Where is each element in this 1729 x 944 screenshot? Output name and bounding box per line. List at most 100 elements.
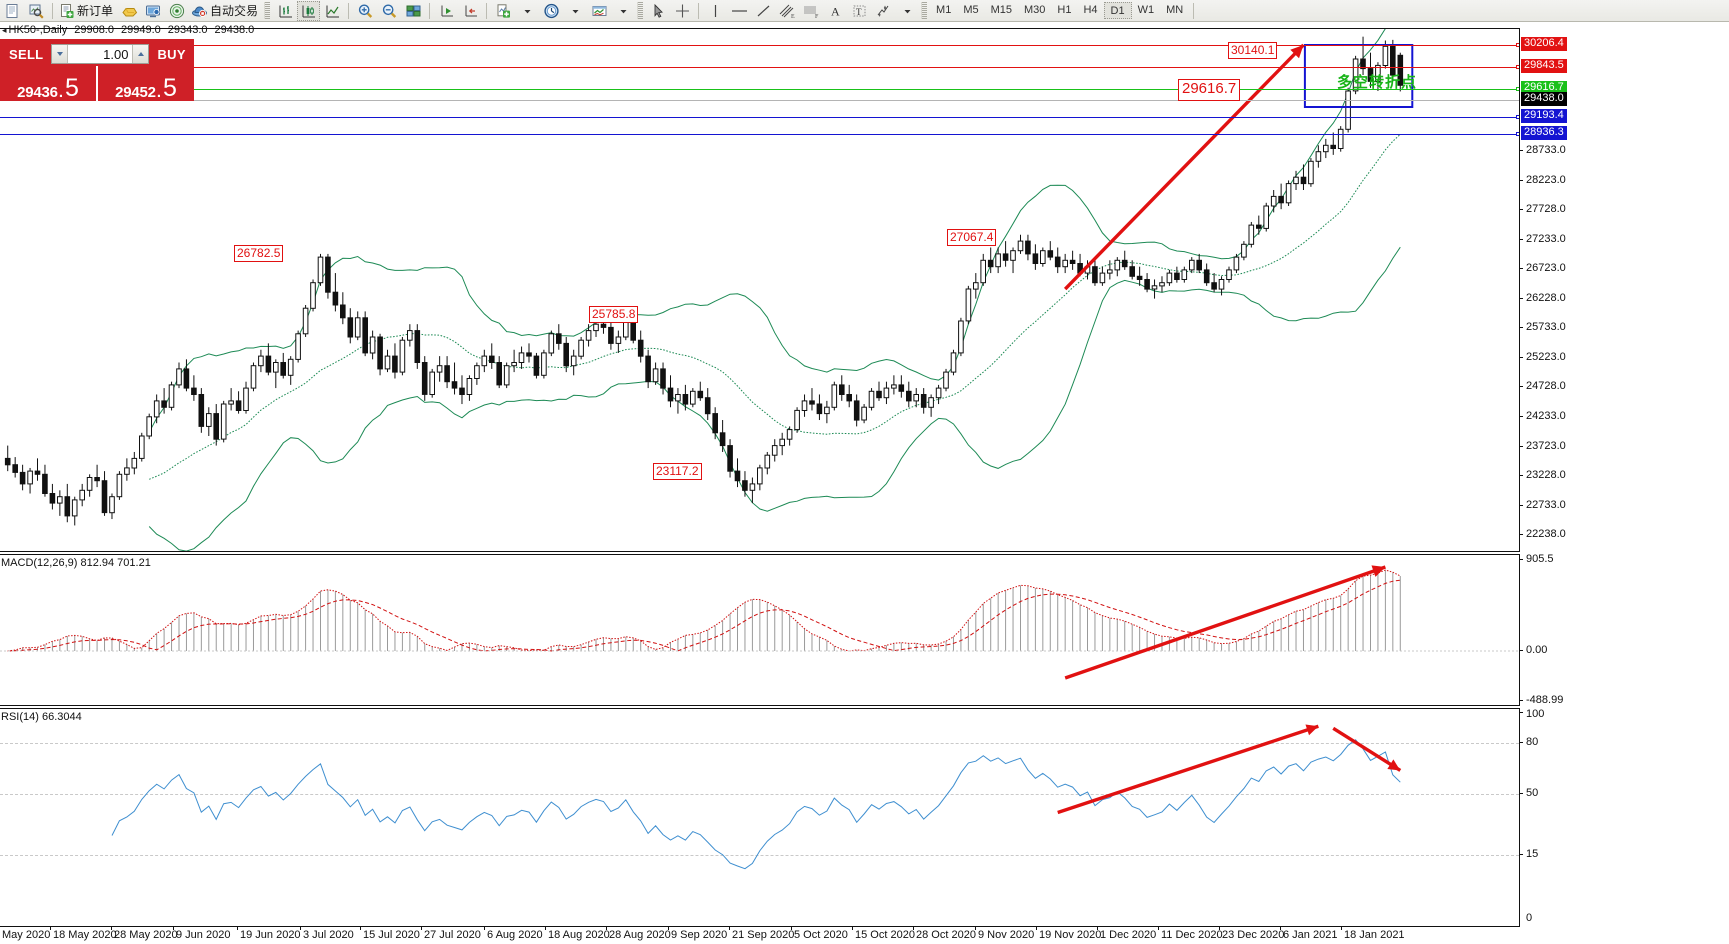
time-axis-label: 18 May 2020 [53, 929, 117, 941]
time-axis-label: 11 Dec 2020 [1161, 929, 1223, 941]
tab-timeframe-h4[interactable]: H4 [1083, 4, 1098, 16]
price-axis-label: 26723.0 [1526, 262, 1566, 275]
callout-25785[interactable]: 25785.8 [589, 306, 639, 323]
tab-timeframe-m1[interactable]: M1 [936, 4, 952, 16]
crosshair-icon[interactable] [670, 1, 694, 21]
callout-27067[interactable]: 27067.4 [947, 229, 997, 246]
shapes-dropdown-arrow[interactable] [895, 1, 919, 21]
macd-pane[interactable]: MACD(12,26,9) 812.94 701.21 [0, 554, 1519, 706]
tab-timeframe-mn[interactable]: MN [1166, 4, 1184, 16]
rsi-gridline-15 [0, 855, 1519, 856]
auto-scroll-icon[interactable] [434, 1, 458, 21]
time-axis-label: 3 Jul 2020 [303, 929, 354, 941]
indicators-dropdown-arrow[interactable] [515, 1, 539, 21]
callout-23117[interactable]: 23117.2 [653, 463, 702, 480]
svg-text:E: E [791, 14, 795, 19]
tab-timeframe-d1[interactable]: D1 [1103, 2, 1132, 19]
time-tick [360, 926, 361, 930]
trendline-icon[interactable] [751, 1, 775, 21]
support-line-29193[interactable] [0, 115, 1520, 119]
macd-tick [1519, 559, 1523, 560]
callout-26782[interactable]: 26782.5 [234, 245, 284, 262]
time-axis-label: 18 Aug 2020 [548, 929, 610, 941]
rsi-pane-canvas[interactable] [0, 709, 1519, 926]
buy-button[interactable]: BUY [157, 46, 186, 62]
gold-bar-icon[interactable] [117, 1, 141, 21]
tab-timeframe-m5[interactable]: M5 [963, 4, 979, 16]
macd-pane-canvas[interactable] [0, 555, 1519, 705]
price-tag-28936[interactable]: 28936.3 [1521, 126, 1567, 140]
volume-decrease-icon[interactable] [52, 45, 69, 63]
time-axis[interactable]: May 2020 18 May 2020 28 May 2020 9 Jun 2020… [0, 926, 1519, 944]
resistance-line-30206[interactable] [0, 43, 1520, 47]
price-tag-29193[interactable]: 29193.4 [1521, 109, 1567, 123]
resistance-line-29843[interactable] [0, 65, 1520, 69]
support-line-29616[interactable] [0, 87, 1520, 91]
blue-monitor-icon[interactable] [141, 1, 165, 21]
volume-increase-icon[interactable] [132, 45, 149, 63]
letter-a-text-icon[interactable]: A [823, 1, 847, 21]
vertical-line-icon[interactable] [703, 1, 727, 21]
periods-clock-icon[interactable] [539, 1, 563, 21]
cursor-arrow-icon[interactable] [646, 1, 670, 21]
tab-timeframe-m15[interactable]: M15 [990, 4, 1012, 16]
turning-point-annotation[interactable]: 多空转折点 [1337, 74, 1418, 91]
rsi-axis[interactable]: 100 80 50 15 0 [1519, 708, 1728, 927]
tab-timeframe-h1[interactable]: H1 [1057, 4, 1072, 16]
fibonacci-icon[interactable]: F [799, 1, 823, 21]
new-chart-icon[interactable] [0, 1, 24, 21]
new-order-button[interactable]: 新订单 [57, 1, 117, 21]
volume-stepper[interactable]: 1.00 [51, 44, 150, 64]
macd-axis[interactable]: 905.5 0.00 -488.99 [1519, 553, 1728, 706]
sell-price-quote[interactable]: 29436 . 5 [0, 66, 96, 101]
periods-dropdown-arrow[interactable] [563, 1, 587, 21]
price-axis-label: 27728.0 [1526, 203, 1566, 216]
tile-windows-icon[interactable] [401, 1, 425, 21]
line-chart-icon[interactable] [320, 1, 344, 21]
toolbar-grip-2[interactable] [637, 2, 644, 19]
callout-29616[interactable]: 29616.7 [1178, 79, 1241, 101]
symbol-open: 29908.0 [74, 24, 114, 36]
support-line-28936[interactable] [0, 132, 1520, 136]
chart-area[interactable]: 30140.1 29616.7 27067.4 26782.5 25785.8 … [0, 23, 1729, 944]
tab-timeframe-w1[interactable]: W1 [1137, 4, 1155, 16]
zoom-out-icon[interactable] [377, 1, 401, 21]
price-tick [1519, 475, 1523, 477]
price-tag-29616[interactable]: 29616.7 [1521, 81, 1567, 95]
horizontal-line-icon[interactable] [727, 1, 751, 21]
chart-shift-icon[interactable] [458, 1, 482, 21]
bar-chart-icon[interactable] [273, 1, 297, 21]
radar-icon[interactable] [165, 1, 189, 21]
equidistant-channel-icon[interactable]: E [775, 1, 799, 21]
templates-dropdown-arrow[interactable] [611, 1, 635, 21]
time-tick [975, 926, 976, 930]
rsi-chart-svg [111, 724, 1402, 870]
callout-30140[interactable]: 30140.1 [1228, 42, 1278, 59]
indicators-icon[interactable] [491, 1, 515, 21]
zoom-in-icon[interactable] [353, 1, 377, 21]
time-axis-label: 6 Aug 2020 [487, 929, 543, 941]
macd-indicator-label[interactable]: MACD(12,26,9) 812.94 701.21 [1, 557, 151, 569]
buy-price-quote[interactable]: 29452 . 5 [98, 66, 194, 101]
sell-button[interactable]: SELL [9, 46, 44, 62]
price-axis-label: 23228.0 [1526, 469, 1566, 482]
price-pane-canvas[interactable] [0, 29, 1519, 551]
toolbar-grip-3[interactable] [921, 2, 928, 19]
toolbar-grip[interactable] [264, 2, 271, 19]
price-tag-29438[interactable]: 29438.0 [1521, 92, 1567, 106]
algo-trading-button[interactable]: 自动交易 [189, 1, 262, 21]
chart-search-icon[interactable] [24, 1, 48, 21]
price-axis[interactable]: 28733.0 28223.0 27728.0 27233.0 26723.0 26228… [1519, 28, 1728, 552]
text-label-icon[interactable]: T [847, 1, 871, 21]
price-tag-29843[interactable]: 29843.5 [1521, 59, 1567, 73]
tab-timeframe-m30[interactable]: M30 [1024, 4, 1046, 16]
candlestick-chart-icon[interactable] [297, 0, 321, 21]
shapes-icon[interactable] [871, 1, 895, 21]
rsi-indicator-label[interactable]: RSI(14) 66.3044 [1, 711, 82, 723]
time-tick [421, 926, 422, 930]
templates-icon[interactable] [587, 1, 611, 21]
volume-value[interactable]: 1.00 [103, 47, 129, 62]
price-tag-30206[interactable]: 30206.4 [1521, 37, 1567, 51]
rsi-pane[interactable]: RSI(14) 66.3044 [0, 708, 1519, 927]
price-pane[interactable]: 30140.1 29616.7 27067.4 26782.5 25785.8 … [0, 28, 1520, 552]
